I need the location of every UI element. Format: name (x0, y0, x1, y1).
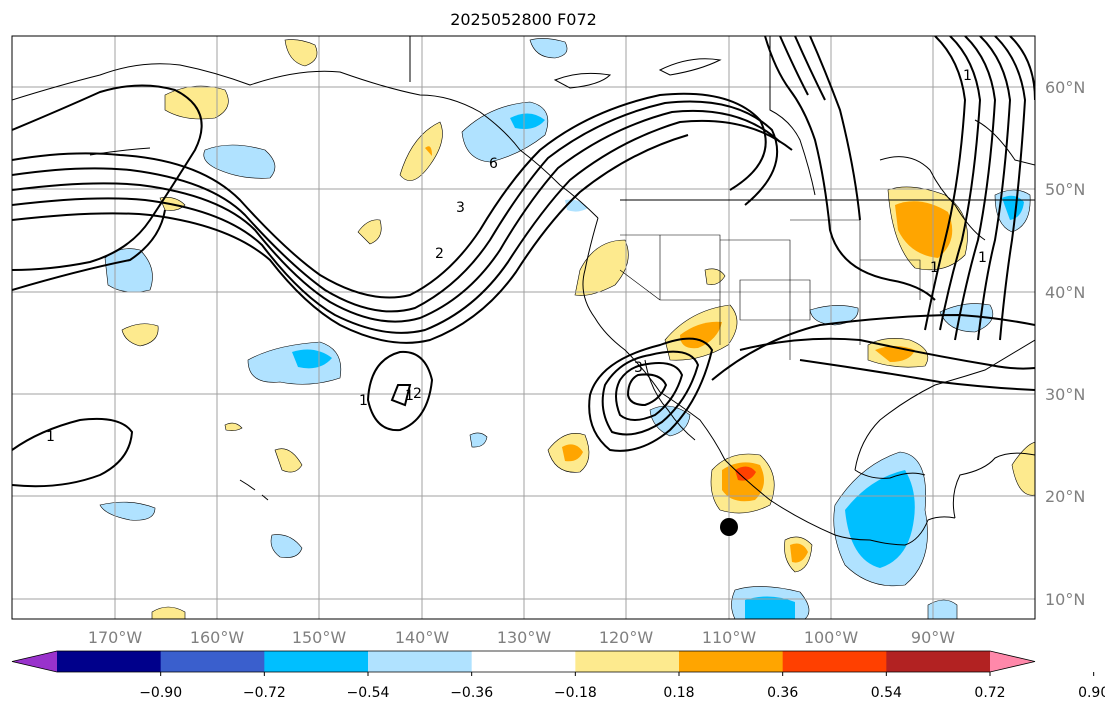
anomaly-shading (99, 38, 1035, 619)
contour-label: 2 (435, 246, 444, 262)
colorbar-label: −0.54 (347, 685, 390, 701)
lat-label: 10°N (1045, 590, 1085, 609)
colorbar-segment (368, 651, 473, 672)
colorbar-outline (11, 650, 1036, 673)
map-frame (11, 35, 1036, 620)
contour-label: 1 (963, 68, 972, 84)
colorbar-label: 0.36 (767, 685, 798, 701)
colorbar-label: 0.54 (871, 685, 902, 701)
lon-label: 130°W (497, 628, 552, 647)
colorbar-segment (12, 651, 57, 672)
colorbar-label: −0.72 (243, 685, 286, 701)
contour-label: 1 (978, 250, 987, 266)
gridlines (12, 36, 1035, 619)
colorbar-segment (782, 651, 887, 672)
colorbar-label: 0.90 (1078, 685, 1105, 701)
lat-label: 60°N (1045, 78, 1085, 97)
contour-label: 6 (489, 156, 498, 172)
lon-label: 100°W (804, 628, 859, 647)
colorbar-segment (990, 651, 1035, 672)
contour-label: 1 (930, 260, 939, 276)
contour-label: 3 (456, 200, 465, 216)
latitude-labels: 60°N 50°N 40°N 30°N 20°N 10°N (1045, 78, 1085, 609)
colorbar-label: 0.18 (663, 685, 694, 701)
colorbar-segment (886, 651, 991, 672)
colorbar-segment (264, 651, 369, 672)
storm-center-dot (720, 518, 738, 536)
colorbar-label: 0.72 (974, 685, 1005, 701)
lat-label: 20°N (1045, 487, 1085, 506)
map-title: 2025052800 F072 (450, 10, 597, 29)
contour-label: 2 (413, 386, 422, 402)
colorbar-segment (575, 651, 680, 672)
lat-label: 30°N (1045, 385, 1085, 404)
colorbar (11, 650, 1036, 673)
lon-label: 170°W (88, 628, 143, 647)
contour-label: 1 (46, 429, 55, 445)
colorbar-segment (471, 651, 576, 672)
longitude-labels: 170°W 160°W 150°W 140°W 130°W 120°W 110°… (88, 628, 955, 647)
coastlines (12, 36, 1035, 546)
lat-label: 40°N (1045, 283, 1085, 302)
lon-label: 90°W (911, 628, 955, 647)
contour-labels: 1 1 1 3 2 6 3 2 1 1 1 (46, 68, 987, 445)
colorbar-label: −0.36 (450, 685, 493, 701)
colorbar-label: −0.90 (139, 685, 182, 701)
colorbar-segment (679, 651, 784, 672)
lon-label: 150°W (292, 628, 347, 647)
lon-label: 120°W (599, 628, 654, 647)
lon-label: 140°W (395, 628, 450, 647)
contour-label: 1 (359, 393, 368, 409)
contour-label: 3 (634, 360, 643, 376)
height-contours (12, 36, 1035, 488)
contour-label: 1 (405, 388, 414, 404)
colorbar-labels: −0.90 −0.72 −0.54 −0.36 −0.18 0.18 0.36 0.54 0.7… (139, 672, 1105, 701)
colorbar-label: −0.18 (554, 685, 597, 701)
colorbar-segment (160, 651, 265, 672)
lat-label: 50°N (1045, 180, 1085, 199)
colorbar-segment (57, 651, 162, 672)
lon-label: 110°W (702, 628, 757, 647)
lon-label: 160°W (190, 628, 245, 647)
